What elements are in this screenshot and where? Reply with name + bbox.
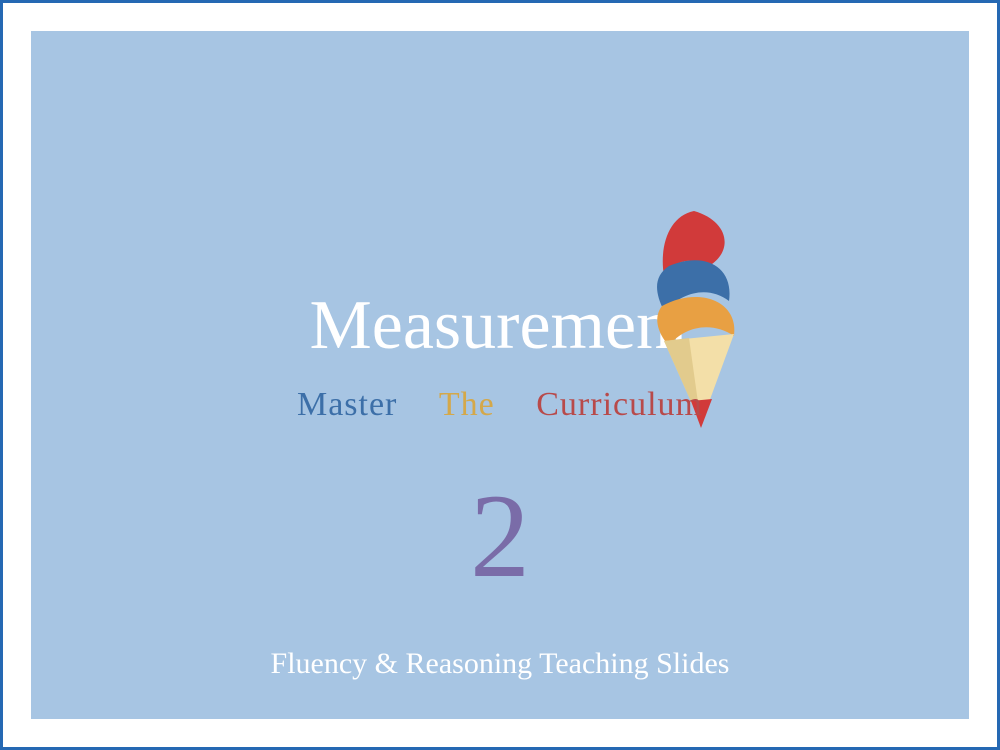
title-row: Measurement <box>31 286 969 366</box>
slide-frame: Measurement Master The Curriculum 2 Flue… <box>0 0 1000 750</box>
tagline-word-1: Master <box>297 386 397 424</box>
tagline: Master The Curriculum <box>31 386 969 424</box>
grade-number: 2 <box>31 476 969 596</box>
tagline-word-3: Curriculum <box>536 386 703 424</box>
tagline-word-2: The <box>439 386 495 424</box>
footer-text: Fluency & Reasoning Teaching Slides <box>31 647 969 681</box>
slide-body: Measurement Master The Curriculum 2 Flue… <box>31 31 969 719</box>
